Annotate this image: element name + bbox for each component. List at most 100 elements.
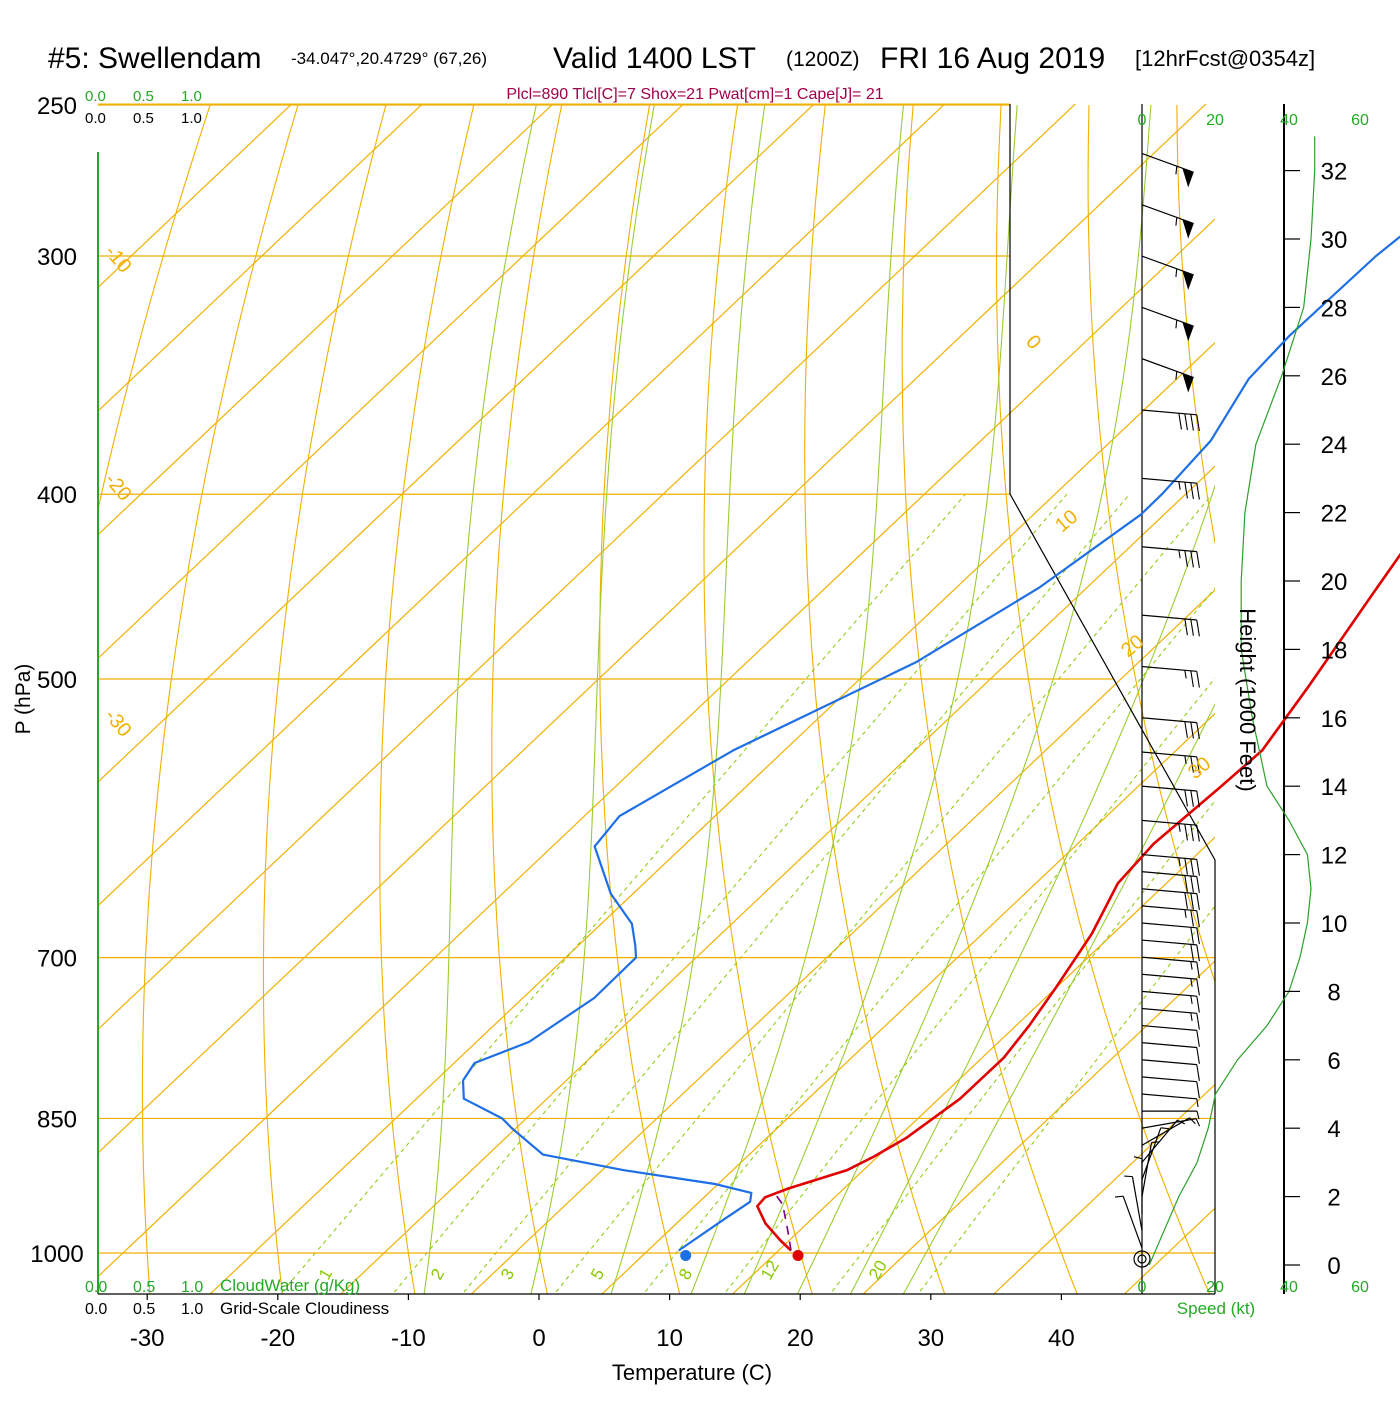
dewpoint-line [461,235,1400,1252]
forecast-info: [12hrFcst@0354z] [1135,46,1315,71]
barb-flag [1190,756,1194,773]
wind-barb [1141,152,1194,188]
dry-adiabat [379,104,475,1294]
zulu-time: (1200Z) [786,48,860,71]
cloud-scale-bottom-1: 0.5 [133,1301,155,1318]
barb-pennant [1182,322,1194,342]
dry-adiabat [703,104,813,1294]
barb-staff [1141,888,1197,895]
barb-staff [1141,409,1197,416]
barb-half-flag [1175,268,1178,278]
barb-staff [1141,990,1197,997]
barb-staff [1141,306,1194,327]
cw-scale-bottom-2: 1.0 [181,1279,203,1296]
speed-tick-top-0: 0 [1138,112,1147,129]
wind-barb [1141,477,1200,500]
barb-flag [1184,789,1188,807]
barb-staff [1141,358,1194,379]
pressure-tick-label: 250 [37,93,77,120]
barb-flag [1190,892,1194,910]
barb-flag [1196,961,1200,979]
barb-flag [1184,721,1188,738]
mixing-ratio-line [461,493,1130,1294]
parcel-line [775,1194,792,1251]
wind-barbs [1114,152,1201,1268]
speed-tick-bottom-60: 60 [1351,1279,1369,1296]
barb-flag [1196,756,1200,774]
barb-flag [1196,1064,1200,1081]
barb-staff [1141,546,1197,553]
x-tick-label: 30 [917,1325,944,1352]
valid-time: Valid 1400 LST [553,42,756,75]
pressure-tick-label: 300 [37,244,77,271]
dry-adiabat [804,104,946,1294]
wind-barb [1141,905,1200,928]
mixing-ratio-label: 2 [427,1265,448,1283]
barb-flag [1190,670,1194,688]
barb-half-flag [1175,166,1178,175]
height-tick-label: 2 [1327,1185,1340,1212]
x-tick-label: -10 [391,1325,426,1352]
barb-staff [1141,1042,1197,1049]
barb-flag [1190,824,1194,842]
wind-barb [1141,614,1200,637]
wind-barb [1141,871,1200,893]
cw-scale-bottom-0: 0.0 [85,1279,107,1296]
cloudwater-label: CloudWater (g/Kg) [220,1276,360,1295]
height-tick-label: 28 [1321,295,1348,322]
wind-barb [1141,990,1200,1013]
isotherm-label: 10 [1051,506,1082,537]
speed-tick-bottom-20: 20 [1206,1279,1224,1296]
barb-flag [1196,1013,1200,1030]
wind-barb [1141,546,1200,568]
mixing-ratio-lines [279,493,1215,1294]
cloud-scale-bottom-2: 1.0 [181,1301,203,1318]
isotherm-line [601,712,1215,1294]
wind-barb [1141,956,1200,979]
mixing-ratio-line [723,677,1215,1294]
barb-staff [1141,1025,1197,1031]
wind-barb [1114,1195,1143,1249]
barb-half-flag [1184,755,1187,764]
barb-staff [1141,973,1197,980]
moist-adiabat-lines [423,104,1215,1294]
station-coords: -34.047°,20.4729° (67,26) [291,49,487,68]
height-axis-title: Height (1000 Feet) [1235,608,1260,791]
sounding-series [461,235,1400,1262]
station-title: #5: Swellendam [48,42,261,75]
barb-half-flag [1190,961,1193,970]
barb-flag [1190,550,1194,568]
cw-scale-1: 0.5 [133,88,154,105]
dry-adiabat [1353,105,1400,1317]
barb-staff [1131,1176,1143,1231]
barb-half-flag [1133,1156,1143,1160]
barb-pennant [1182,168,1194,188]
wind-barb [1141,306,1194,342]
barb-staff [1141,477,1197,484]
barb-flag [1196,825,1200,842]
wind-barb [1141,1076,1200,1099]
wind-barb [1142,1110,1200,1120]
barb-staff [1141,922,1197,929]
dry-adiabat [901,104,1078,1294]
mixing-ratio-line [279,493,966,1294]
pressure-tick-label: 400 [37,482,77,509]
barb-staff [1141,255,1194,276]
height-tick-label: 22 [1321,501,1348,528]
pressure-tick-label: 1000 [30,1241,83,1268]
height-tick-label: 18 [1321,637,1348,664]
y-axis-title: P (hPa) [12,664,35,735]
barb-flag [1196,1081,1200,1099]
speed-tick-top-20: 20 [1206,112,1224,129]
isotherm-line [1123,1207,1215,1294]
cloud-scale-1: 0.5 [133,110,154,127]
moist-adiabat [690,104,905,1294]
surface-temperature-dot [792,1250,804,1262]
barb-staff [1141,1059,1197,1066]
mixing-ratio-label: 3 [497,1265,518,1283]
barb-half-flag [1189,1117,1196,1125]
barb-flag [1190,790,1194,807]
height-tick-label: 12 [1321,843,1348,870]
